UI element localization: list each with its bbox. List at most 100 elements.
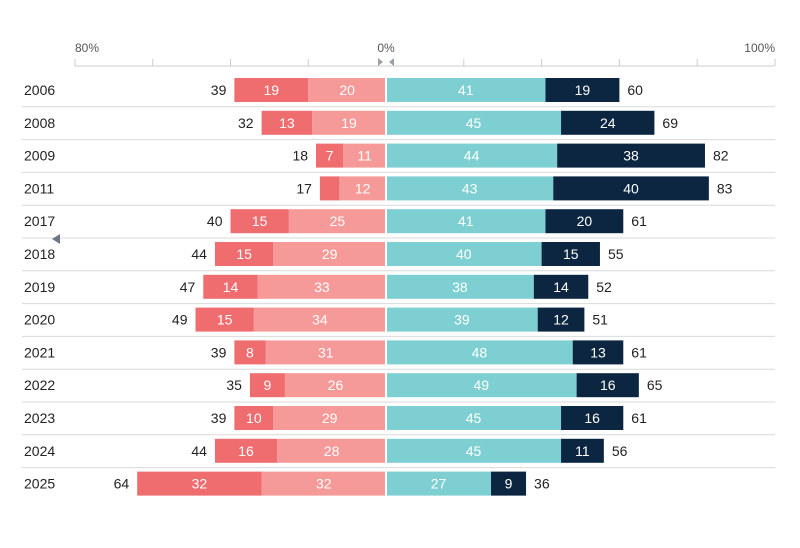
row-2017: 2017 25 15 41 20 40 61	[24, 209, 647, 234]
bar-positive-strong	[537, 307, 585, 332]
row-2011: 2011 12 43 40 17 83	[24, 176, 733, 201]
bar-negative-strong	[203, 274, 258, 299]
bar-negative-weak	[265, 340, 386, 365]
data-label-negative-strong: 15	[252, 213, 268, 229]
bar-negative-strong	[137, 471, 262, 496]
total-label-positive: 61	[631, 344, 647, 360]
total-label-negative: 64	[114, 476, 130, 492]
bar-negative-strong	[195, 307, 254, 332]
row-2018: 2018 29 15 40 15 44 55	[24, 242, 624, 266]
data-label-positive-weak: 45	[466, 443, 482, 459]
data-label-negative-weak: 29	[322, 410, 338, 426]
bar-negative-weak	[253, 307, 386, 332]
data-label-negative-strong: 15	[217, 312, 233, 328]
bar-positive-weak	[386, 406, 562, 430]
data-label-positive-strong: 11	[575, 443, 590, 459]
year-label: 2025	[24, 476, 55, 492]
total-label-positive: 56	[612, 443, 628, 459]
data-label-negative-strong: 14	[223, 279, 239, 295]
total-label-negative: 44	[191, 443, 207, 459]
data-label-positive-weak: 48	[472, 344, 488, 360]
year-label: 2024	[24, 443, 55, 459]
year-label: 2020	[24, 312, 55, 328]
bar-positive-weak	[386, 242, 542, 266]
data-label-positive-strong: 14	[553, 279, 569, 295]
bar-negative-strong	[230, 209, 289, 234]
bar-negative-weak	[261, 471, 386, 496]
data-label-negative-strong: 13	[279, 115, 295, 131]
total-label-negative: 18	[292, 148, 308, 164]
bar-negative-strong	[319, 176, 340, 201]
row-2009: 2009 11 7 44 38 18 82	[24, 143, 729, 168]
total-label-positive: 65	[647, 377, 663, 393]
bar-negative-weak	[277, 438, 386, 463]
data-label-negative-weak: 20	[339, 82, 355, 98]
data-label-negative-weak: 11	[357, 148, 372, 164]
bar-positive-weak	[386, 471, 492, 496]
data-label-positive-strong: 16	[584, 410, 600, 426]
data-label-positive-weak: 44	[464, 148, 480, 164]
bar-positive-strong	[491, 471, 527, 496]
bar-negative-weak	[273, 406, 386, 430]
bar-positive-weak	[386, 176, 554, 201]
total-label-negative: 49	[172, 312, 188, 328]
bar-negative-strong	[261, 110, 313, 135]
row-2024: 2024 28 16 45 11 44 56	[24, 438, 628, 463]
data-label-positive-weak: 43	[462, 180, 478, 196]
bar-negative-weak	[339, 176, 386, 201]
bar-negative-strong	[234, 340, 266, 365]
bar-negative-strong	[214, 438, 278, 463]
year-label: 2017	[24, 213, 55, 229]
year-label: 2008	[24, 115, 55, 131]
bar-positive-strong	[541, 242, 600, 266]
bar-positive-strong	[545, 209, 624, 234]
total-label-positive: 69	[662, 115, 678, 131]
total-label-negative: 39	[211, 410, 227, 426]
data-label-negative-weak: 28	[324, 443, 340, 459]
data-label-negative-strong: 16	[238, 443, 254, 459]
bar-positive-weak	[386, 78, 546, 102]
bar-negative-weak	[288, 209, 386, 234]
center-right-arrow-icon	[389, 58, 394, 66]
data-label-negative-weak: 26	[328, 377, 344, 393]
total-label-positive: 83	[717, 180, 733, 196]
data-label-negative-strong: 7	[326, 148, 334, 164]
data-label-negative-strong: 32	[192, 476, 208, 492]
total-label-positive: 60	[627, 82, 643, 98]
bar-positive-weak	[386, 307, 538, 332]
total-label-positive: 61	[631, 410, 647, 426]
data-label-positive-weak: 49	[474, 377, 490, 393]
row-2020: 2020 34 15 39 12 49 51	[24, 307, 608, 332]
data-label-negative-weak: 34	[312, 312, 328, 328]
total-label-negative: 32	[238, 115, 254, 131]
data-label-negative-strong: 8	[246, 344, 254, 360]
bar-negative-weak	[273, 242, 386, 266]
total-label-negative: 39	[211, 82, 227, 98]
data-label-positive-weak: 27	[431, 476, 447, 492]
data-label-positive-strong: 16	[600, 377, 616, 393]
year-label: 2006	[24, 82, 55, 98]
data-label-positive-strong: 12	[553, 312, 569, 328]
bar-negative-strong	[234, 78, 309, 102]
grid-layer	[22, 106, 775, 469]
total-label-positive: 51	[592, 312, 608, 328]
bar-positive-weak	[386, 438, 562, 463]
bar-negative-weak	[284, 373, 386, 398]
bar-positive-weak	[386, 274, 534, 299]
axis-label-right: 100%	[744, 41, 775, 55]
total-label-negative: 39	[211, 344, 227, 360]
row-2022: 2022 26 9 49 16 35 65	[24, 373, 663, 398]
data-label-positive-strong: 15	[563, 246, 579, 262]
bar-positive-strong	[545, 78, 620, 102]
bar-positive-strong	[533, 274, 589, 299]
data-label-negative-strong: 9	[264, 377, 272, 393]
bar-positive-weak	[386, 209, 546, 234]
bar-negative-strong	[214, 242, 274, 266]
axis-label-center: 0%	[377, 41, 395, 55]
total-label-negative: 44	[191, 246, 207, 262]
bar-negative-strong	[316, 143, 344, 168]
bar-positive-weak	[386, 143, 558, 168]
bar-positive-strong	[561, 438, 604, 463]
